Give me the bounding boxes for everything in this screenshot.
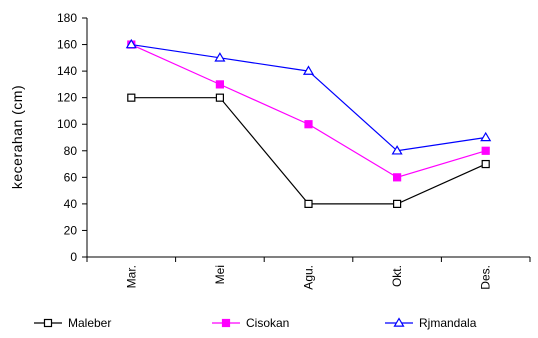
series-cisokan (127, 40, 490, 182)
data-point (215, 93, 224, 102)
data-point (215, 80, 224, 89)
y-tick-label: 140 (57, 64, 77, 78)
data-point (393, 173, 402, 182)
y-tick-label: 40 (64, 197, 78, 211)
data-point (480, 131, 492, 142)
data-point (302, 65, 315, 75)
data-point (481, 159, 490, 169)
legend-swatch-marker (43, 318, 53, 328)
data-point (127, 93, 136, 102)
data-point (393, 199, 402, 208)
x-tick-label: Okt. (390, 265, 404, 287)
series-line (131, 97, 486, 205)
legend-label: Rjmandala (419, 316, 477, 330)
y-tick-label: 20 (64, 223, 78, 237)
x-tick-label: Mei (213, 265, 227, 284)
legend-label: Maleber (68, 316, 111, 330)
y-tick-label: 60 (64, 170, 78, 184)
y-ticks: 0 20 40 60 80 100 120 140 160 180 (57, 11, 87, 264)
x-tick-label: Des. (479, 265, 493, 290)
data-point (214, 52, 226, 62)
series-line (131, 44, 486, 178)
series-maleber (127, 93, 490, 208)
legend-item: Maleber (34, 316, 111, 330)
data-point (125, 38, 137, 49)
legend-swatch-marker (221, 318, 231, 328)
data-point (304, 199, 313, 208)
y-tick-label: 180 (57, 11, 77, 25)
y-tick-label: 160 (57, 38, 77, 52)
x-ticks: Mar. Mei Agu. Okt. Des. (86, 257, 531, 290)
y-tick-label: 100 (57, 117, 77, 131)
legend-item: Rjmandala (385, 316, 477, 330)
plot-area: 0 20 40 60 80 100 120 140 160 180 Mar. Mei Agu. Okt.… (57, 11, 531, 290)
y-axis-title: kecerahan (cm) (9, 85, 25, 189)
y-tick-label: 0 (70, 250, 77, 264)
legend-item: Cisokan (212, 316, 289, 330)
data-point (481, 146, 490, 155)
legend-swatch-marker (393, 317, 405, 327)
legend-label: Cisokan (246, 316, 289, 330)
x-tick-label: Agu. (302, 265, 316, 290)
data-point (304, 120, 313, 129)
y-tick-label: 80 (64, 144, 78, 158)
legend: Maleber Cisokan Rjmandala (34, 316, 477, 330)
series-rjmandala (125, 38, 492, 155)
series-layer (125, 38, 492, 208)
data-point (391, 145, 403, 155)
y-tick-label: 120 (57, 91, 77, 105)
x-tick-label: Mar. (124, 265, 138, 288)
